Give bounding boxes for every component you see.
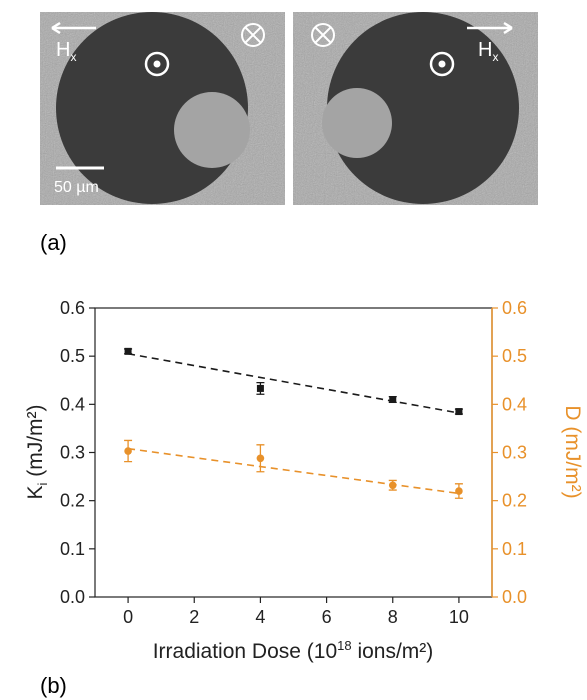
data-point [256,454,265,463]
data-point [124,447,132,455]
y-label-text: K [24,486,47,500]
micrograph-left: Hx 50 µm [40,12,285,205]
data-point [455,487,463,495]
field-label: Hx [478,39,498,64]
y-tick-label: 0.2 [60,491,85,511]
data-point [388,481,397,490]
x-axis-label: Irradiation Dose (1018 ions/m²) [153,638,434,663]
panel-label: (a) [40,230,67,255]
y-tick-label: 0.4 [60,394,85,414]
y2-tick-label: 0.3 [502,443,527,463]
x-tick-label: 6 [322,607,332,627]
y2-tick-label: 0.6 [502,298,527,318]
field-symbol: H [478,39,492,61]
x-label-text: ions/m²) [352,640,434,663]
fit-line [127,352,460,414]
x-label-text: Irradiation Dose (10 [153,640,337,663]
panel-label: (b) [40,673,67,698]
y-tick-label: 0.1 [60,539,85,559]
x-tick-label: 0 [123,607,133,627]
y2-tick-label: 0.2 [502,491,527,511]
field-subscript: x [70,50,76,64]
data-point [455,408,463,416]
y-label-text: (mJ/m²) [24,404,47,482]
field-subscript: x [492,50,498,64]
y2-tick-label: 0.1 [502,539,527,559]
data-point [256,384,264,392]
y-tick-label: 0.5 [60,346,85,366]
micrograph-right: Hx [293,12,538,205]
y-label-sub: i [35,483,50,486]
fit-line [127,447,460,495]
y-tick-label: 0.3 [60,443,85,463]
y-tick-label: 0.6 [60,298,85,318]
x-tick-label: 2 [189,607,199,627]
field-symbol: H [56,39,70,61]
y2-axis-label: D (mJ/m²) [561,405,584,498]
x-tick-label: 10 [449,607,469,627]
y2-tick-label: 0.4 [502,394,527,414]
y-axis-label: Ki (mJ/m²) [24,404,50,499]
data-point [389,396,397,404]
x-tick-label: 4 [255,607,265,627]
scale-bar-label: 50 µm [54,179,99,196]
field-label: Hx [56,39,76,64]
y-tick-label: 0.0 [60,587,85,607]
y2-tick-label: 0.0 [502,587,527,607]
y2-tick-label: 0.5 [502,346,527,366]
x-tick-label: 8 [388,607,398,627]
data-point [124,347,132,355]
x-label-sup: 18 [337,638,351,653]
